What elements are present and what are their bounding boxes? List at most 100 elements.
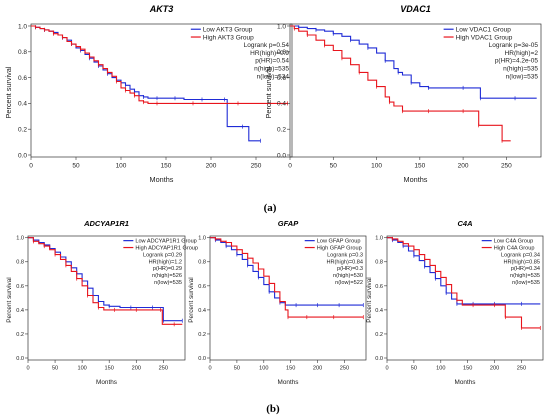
plot-frame bbox=[386, 235, 544, 361]
y-tick-label: 1.0 bbox=[375, 236, 383, 242]
y-tick-label: 0.2 bbox=[18, 126, 27, 133]
stat-annotation: n(low)=535 bbox=[506, 73, 539, 80]
x-axis-label: Months bbox=[150, 175, 174, 184]
y-tick-label: 0.0 bbox=[198, 356, 206, 362]
x-tick-label: 200 bbox=[313, 366, 322, 372]
x-tick-label: 250 bbox=[251, 163, 262, 170]
x-tick-label: 50 bbox=[234, 366, 240, 372]
plot-frame bbox=[289, 23, 542, 158]
y-tick-label: 1.0 bbox=[18, 23, 27, 30]
stat-annotation: HR(high)=1.2 bbox=[149, 259, 182, 265]
y-tick-label: 0.8 bbox=[277, 49, 286, 56]
y-tick-label: 1.0 bbox=[16, 236, 24, 242]
x-tick-label: 0 bbox=[288, 163, 292, 170]
x-tick-label: 200 bbox=[458, 163, 469, 170]
legend-entry: High VDAC1 Group bbox=[456, 34, 513, 41]
legend-entry: High C4A Group bbox=[494, 246, 535, 252]
y-tick-label: 0.4 bbox=[198, 308, 206, 314]
x-tick-label: 50 bbox=[330, 163, 338, 170]
stat-annotation: p(HR)=0.29 bbox=[153, 266, 182, 272]
legend-entry: High AKT3 Group bbox=[203, 34, 254, 41]
x-tick-label: 150 bbox=[463, 366, 472, 372]
chart-gfap: GFAP 0.0 0.2 0.4 0.6 0.8 1.0 0 50 100 150 200 250 Mon… bbox=[188, 219, 367, 386]
y-axis-label: Percent survival bbox=[6, 277, 13, 322]
x-axis-label: Months bbox=[455, 379, 476, 386]
survival-curve-high bbox=[290, 25, 511, 142]
stat-annotation: HR(high)=0.85 bbox=[503, 259, 540, 265]
stat-annotation: p(HR)=4.2e-05 bbox=[495, 58, 539, 65]
y-axis-label: Percent survival bbox=[366, 277, 373, 322]
y-tick-label: 0.4 bbox=[18, 101, 27, 108]
stat-annotation: Logrank p=3e-05 bbox=[489, 42, 539, 49]
x-tick-label: 0 bbox=[29, 163, 33, 170]
stat-annotation: n(low)=535 bbox=[512, 280, 540, 286]
x-tick-label: 150 bbox=[286, 366, 295, 372]
stat-annotation: n(low)=534 bbox=[257, 73, 290, 80]
x-axis-label: Months bbox=[278, 379, 299, 386]
stat-annotation: n(high)=535 bbox=[503, 66, 538, 73]
x-tick-label: 100 bbox=[116, 163, 127, 170]
x-tick-label: 250 bbox=[159, 366, 168, 372]
x-tick-label: 0 bbox=[26, 366, 29, 372]
y-axis-label: Percent survival bbox=[188, 277, 195, 322]
y-tick-label: 0.2 bbox=[277, 126, 286, 133]
legend-entry: Low C4A Group bbox=[494, 239, 533, 245]
y-tick-label: 0.0 bbox=[375, 356, 383, 362]
y-tick-label: 0.8 bbox=[375, 260, 383, 266]
stat-annotation: n(high)=530 bbox=[333, 273, 363, 279]
legend-entry: Low AKT3 Group bbox=[203, 27, 253, 34]
y-tick-label: 0.6 bbox=[18, 75, 27, 82]
x-tick-label: 50 bbox=[411, 366, 417, 372]
chart-title: GFAP bbox=[278, 219, 299, 228]
survival-curve-low bbox=[290, 25, 537, 99]
y-tick-label: 0.6 bbox=[16, 284, 24, 290]
x-tick-label: 200 bbox=[490, 366, 499, 372]
survival-curve-high bbox=[28, 237, 183, 325]
stat-annotation: HR(high)=2 bbox=[505, 50, 539, 57]
chart-akt3: AKT3 0.0 0.2 0.4 0.6 0.8 1.0 0 50 100 150 200 250 Mon… bbox=[4, 4, 293, 184]
x-axis-label: Months bbox=[404, 175, 428, 184]
plot-frame bbox=[27, 235, 186, 361]
y-tick-label: 0.0 bbox=[18, 152, 27, 159]
x-tick-label: 100 bbox=[77, 366, 86, 372]
stat-annotation: Logrank p=0.29 bbox=[143, 252, 182, 258]
y-tick-label: 0.4 bbox=[16, 308, 24, 314]
y-tick-label: 0.2 bbox=[198, 332, 206, 338]
survival-curve-high bbox=[387, 237, 541, 329]
x-tick-label: 50 bbox=[72, 163, 80, 170]
y-tick-label: 0.6 bbox=[198, 284, 206, 290]
chart-adcyap1r1: ADCYAP1R1 0.0 0.2 0.4 0.6 0.8 1.0 0 50 100 150 200 2… bbox=[6, 219, 198, 386]
y-tick-label: 0.6 bbox=[277, 75, 286, 82]
x-tick-label: 0 bbox=[208, 366, 211, 372]
y-axis-label: Percent survival bbox=[4, 66, 13, 118]
y-tick-label: 0.8 bbox=[198, 260, 206, 266]
stat-annotation: n(high)=535 bbox=[254, 66, 289, 73]
chart-title: AKT3 bbox=[149, 4, 174, 14]
y-tick-label: 0.0 bbox=[16, 356, 24, 362]
charts-layer: AKT3 0.0 0.2 0.4 0.6 0.8 1.0 0 50 100 150 200 250 Mon… bbox=[4, 4, 544, 386]
stat-annotation: Logrank p=0.34 bbox=[501, 252, 540, 258]
legend-entry: Low VDAC1 Group bbox=[456, 27, 512, 34]
y-tick-label: 0.8 bbox=[16, 260, 24, 266]
stat-annotation: p(HR)=0.54 bbox=[255, 58, 289, 65]
stat-annotation: n(high)=526 bbox=[152, 273, 182, 279]
x-tick-label: 200 bbox=[132, 366, 141, 372]
chart-vdac1: VDAC1 0.0 0.2 0.4 0.6 0.8 1.0 0 50 100 150 200 250 Mo… bbox=[264, 4, 542, 184]
chart-title: VDAC1 bbox=[400, 4, 431, 14]
y-tick-label: 0.2 bbox=[16, 332, 24, 338]
y-tick-label: 0.4 bbox=[375, 308, 383, 314]
y-tick-label: 0.4 bbox=[277, 101, 286, 108]
x-tick-label: 100 bbox=[436, 366, 445, 372]
y-tick-label: 1.0 bbox=[277, 23, 286, 30]
legend-entry: Low ADCYAP1R1 Group bbox=[135, 239, 196, 245]
y-tick-label: 0.0 bbox=[277, 152, 286, 159]
plot-frame bbox=[209, 235, 367, 361]
stat-annotation: n(low)=535 bbox=[154, 280, 182, 286]
x-tick-label: 150 bbox=[414, 163, 425, 170]
x-tick-label: 250 bbox=[501, 163, 512, 170]
stat-annotation: n(low)=522 bbox=[335, 280, 363, 286]
legend-entry: High GFAP Group bbox=[317, 246, 362, 252]
x-tick-label: 0 bbox=[385, 366, 388, 372]
stat-annotation: p(HR)=0.3 bbox=[337, 266, 363, 272]
